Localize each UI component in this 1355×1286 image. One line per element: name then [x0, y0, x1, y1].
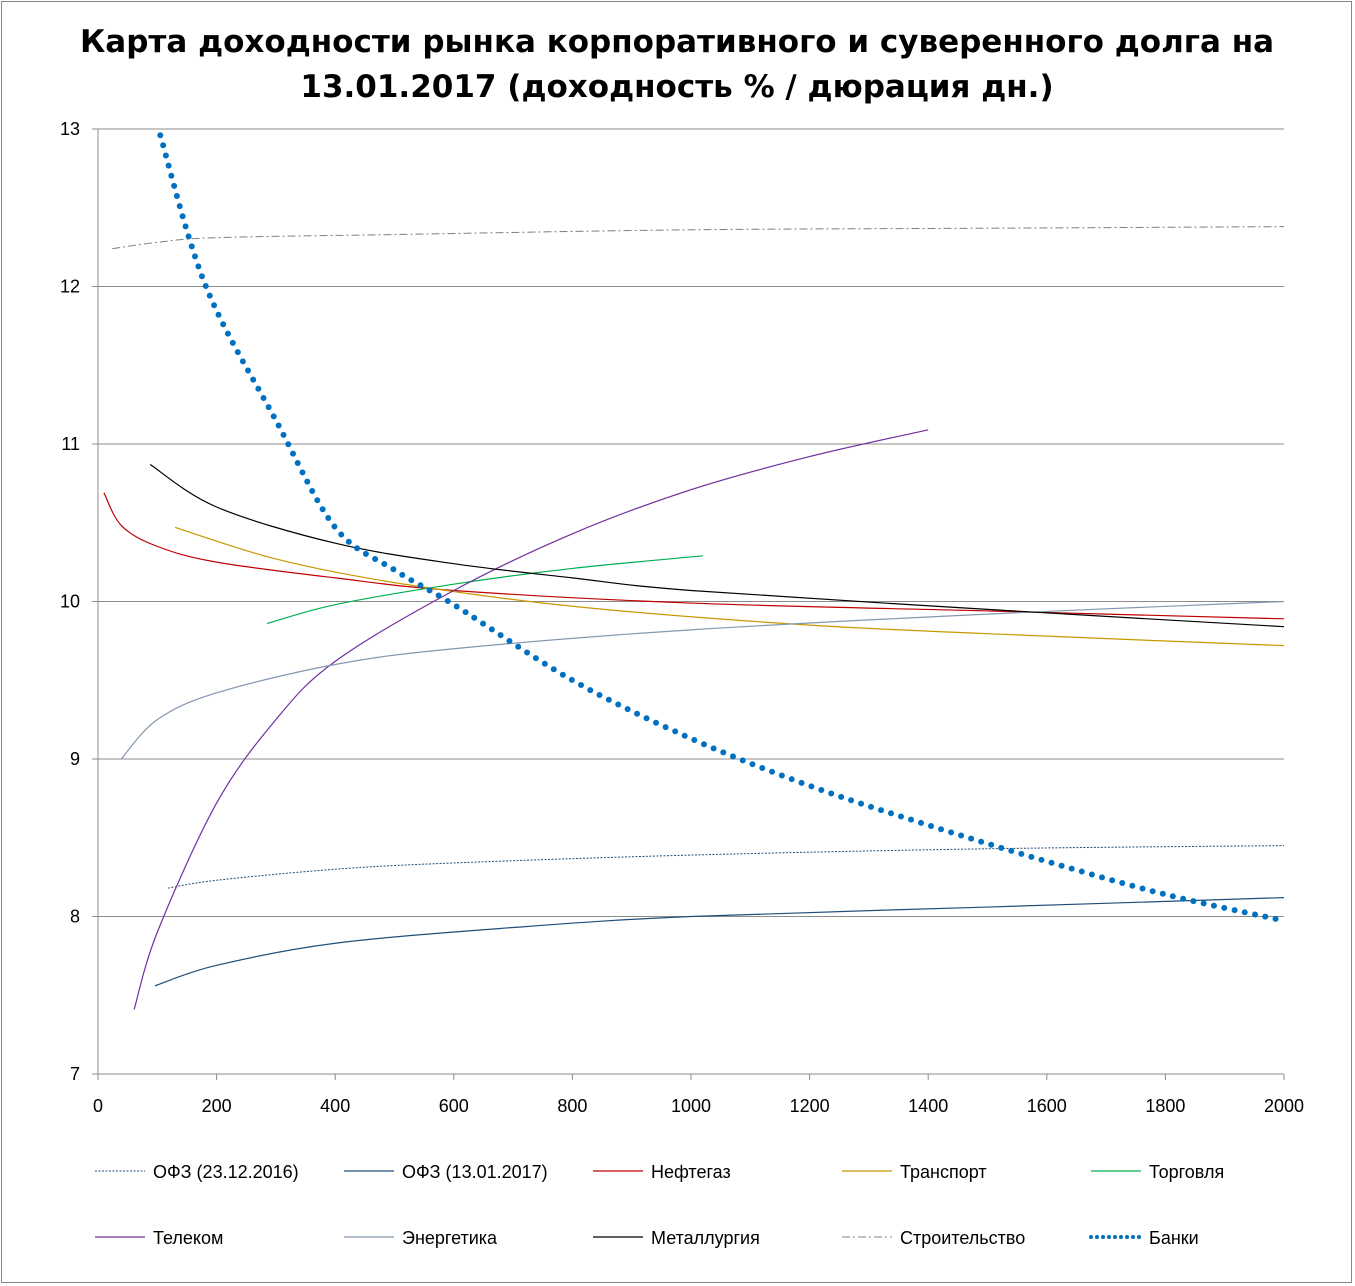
y-tick-label: 13: [60, 119, 80, 139]
x-tick-label: 800: [557, 1096, 587, 1116]
x-tick-label: 400: [320, 1096, 350, 1116]
y-tick-label: 8: [70, 907, 80, 927]
series-энергетика-line: [120, 600, 1285, 760]
x-tick-label: 200: [202, 1096, 232, 1116]
series-офз-13-01-2017--line: [154, 897, 1285, 987]
x-tick-label: 1200: [790, 1096, 830, 1116]
x-tick-label: 1600: [1027, 1096, 1067, 1116]
legend-label: Энергетика: [402, 1228, 498, 1248]
series-офз-23-12-2016--line: [167, 845, 1285, 889]
series-транспорт-line: [174, 526, 1285, 647]
x-tick-label: 2000: [1264, 1096, 1304, 1116]
y-tick-label: 10: [60, 592, 80, 612]
x-tick-label: 1400: [908, 1096, 948, 1116]
x-tick-label: 0: [93, 1096, 103, 1116]
y-tick-label: 9: [70, 749, 80, 769]
legend-label: ОФЗ (23.12.2016): [153, 1162, 299, 1182]
legend-label: Торговля: [1149, 1162, 1224, 1182]
series-банки-line: [157, 132, 1283, 923]
series-строительство-line: [112, 226, 1285, 250]
series-нефтегаз-line: [103, 492, 1285, 620]
legend-label: Транспорт: [900, 1162, 987, 1182]
x-tick-label: 600: [439, 1096, 469, 1116]
legend-label: Банки: [1149, 1228, 1199, 1248]
series-торговля-line: [266, 555, 703, 625]
legend-label: Нефтегаз: [651, 1162, 731, 1182]
y-tick-label: 12: [60, 277, 80, 297]
series-телеком-line: [133, 429, 929, 1010]
x-tick-label: 1000: [671, 1096, 711, 1116]
x-tick-label: 1800: [1145, 1096, 1185, 1116]
legend-label: ОФЗ (13.01.2017): [402, 1162, 548, 1182]
legend-label: Строительство: [900, 1228, 1025, 1248]
y-tick-label: 11: [61, 434, 80, 454]
legend-label: Металлургия: [651, 1228, 760, 1248]
chart-title-line-2: 13.01.2017 (доходность % / дюрация дн.): [300, 69, 1053, 105]
y-tick-label: 7: [70, 1064, 80, 1084]
chart-title-line-1: Карта доходности рынка корпоративного и …: [80, 24, 1274, 60]
series-металлургия-line: [149, 463, 1285, 628]
legend-label: Телеком: [153, 1228, 223, 1248]
